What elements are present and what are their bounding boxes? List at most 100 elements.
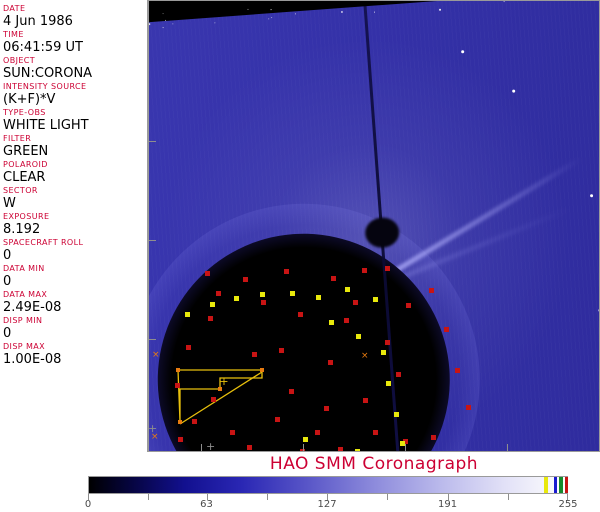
metadata-field: DISP MAX 1.00E-08: [3, 342, 148, 367]
metadata-field: TYPE-OBS WHITE LIGHT: [3, 108, 148, 133]
metadata-field: POLAROID CLEAR: [3, 160, 148, 185]
colorbar-tick: [507, 494, 509, 500]
tick-left: [148, 240, 156, 241]
metadata-field: SPACECRAFT ROLL 0: [3, 238, 148, 263]
region-vertex: [260, 368, 264, 372]
region-vertex: [176, 368, 180, 372]
marker-red: [178, 437, 183, 442]
metadata-value: 06:41:59 UT: [3, 40, 83, 55]
metadata-value: 2.49E-08: [3, 300, 62, 315]
marker-red: [328, 360, 333, 365]
metadata-label: INTENSITY SOURCE: [3, 82, 87, 91]
marker-red: [300, 449, 305, 452]
metadata-field: DATE 4 Jun 1986: [3, 4, 148, 29]
marker-yellow: [303, 437, 308, 442]
metadata-field: SECTOR W: [3, 186, 148, 211]
metadata-value: 8.192: [3, 222, 41, 237]
colorbar-tick: [567, 494, 568, 500]
colorbar-tick: [447, 494, 449, 500]
marker-yellow: [356, 334, 361, 339]
metadata-label: POLAROID: [3, 160, 48, 169]
metadata-sidebar: DATE 4 Jun 1986 TIME 06:41:59 UT OBJECT SUN:C…: [0, 0, 148, 452]
marker-cross: ×: [152, 350, 160, 360]
marker-red: [279, 348, 284, 353]
marker-red: [396, 372, 401, 377]
metadata-field: FILTER GREEN: [3, 134, 148, 159]
marker-yellow: [400, 441, 405, 446]
metadata-value: (K+F)*V: [3, 92, 56, 107]
tick-left: [148, 339, 156, 340]
marker-red: [175, 383, 180, 388]
tick-bottom: [303, 444, 304, 452]
marker-yellow: [355, 449, 360, 452]
marker-red: [444, 327, 449, 332]
colorbar-overlay-stripe: [553, 477, 558, 493]
colorbar-ticks: [88, 494, 568, 500]
colorbar-overlay-stripe: [559, 477, 564, 493]
marker-red: [344, 318, 349, 323]
metadata-value: 0: [3, 248, 12, 263]
marker-red: [403, 439, 408, 444]
metadata-label: TIME: [3, 30, 24, 39]
metadata-value: 0: [3, 326, 12, 341]
marker-red: [230, 430, 235, 435]
metadata-value: CLEAR: [3, 170, 46, 185]
marker-red: [275, 417, 280, 422]
metadata-field: EXPOSURE 8.192: [3, 212, 148, 237]
marker-red: [331, 276, 336, 281]
marker-yellow: [394, 412, 399, 417]
colorbar-gradient: [89, 477, 569, 493]
marker-red: [216, 291, 221, 296]
tick-bottom: [201, 444, 202, 452]
metadata-value: GREEN: [3, 144, 49, 159]
colorbar-tick: [387, 494, 389, 500]
colorbar-tick: [88, 494, 89, 500]
colorbar-tick: [266, 494, 268, 500]
marker-red: [284, 269, 289, 274]
marker-red: [338, 447, 343, 452]
marker-red: [252, 352, 257, 357]
marker-yellow: [345, 287, 350, 292]
metadata-label: DATA MAX: [3, 290, 48, 299]
metadata-value: 1.00E-08: [3, 352, 62, 367]
marker-yellow: [260, 292, 265, 297]
marker-red: [208, 316, 213, 321]
marker-red: [247, 445, 252, 450]
marker-red: [186, 345, 191, 350]
marker-yellow: [185, 312, 190, 317]
metadata-field: DATA MIN 0: [3, 264, 148, 289]
colorbar-tick-labels: 0 63 127 191 255: [0, 499, 600, 512]
metadata-field: DISP MIN 0: [3, 316, 148, 341]
marker-yellow: [316, 295, 321, 300]
marker-red: [466, 405, 471, 410]
metadata-label: DISP MIN: [3, 316, 43, 325]
marker-red: [385, 266, 390, 271]
metadata-label: OBJECT: [3, 56, 36, 65]
marker-red: [429, 288, 434, 293]
marker-cross: ×: [361, 351, 369, 361]
tick-left: [148, 141, 156, 142]
region-polygon-overlay: +: [176, 368, 264, 425]
marker-red: [353, 300, 358, 305]
marker-red: [406, 303, 411, 308]
tick-plus: +: [148, 422, 158, 435]
metadata-value: WHITE LIGHT: [3, 118, 89, 133]
marker-yellow: [329, 320, 334, 325]
marker-yellow: [234, 296, 239, 301]
metadata-value: W: [3, 196, 16, 211]
marker-red: [362, 268, 367, 273]
marker-red: [363, 398, 368, 403]
marker-red: [385, 340, 390, 345]
marker-yellow: [290, 291, 295, 296]
colorbar[interactable]: [88, 476, 569, 494]
metadata-label: EXPOSURE: [3, 212, 50, 221]
marker-red: [298, 312, 303, 317]
coronagraph-image[interactable]: + × × × + +: [148, 0, 600, 452]
metadata-value: SUN:CORONA: [3, 66, 93, 81]
marker-red: [192, 419, 197, 424]
marker-cross: ×: [151, 432, 159, 442]
sidebar-divider: [147, 0, 148, 452]
marker-red: [289, 389, 294, 394]
colorbar-tick: [327, 494, 329, 500]
